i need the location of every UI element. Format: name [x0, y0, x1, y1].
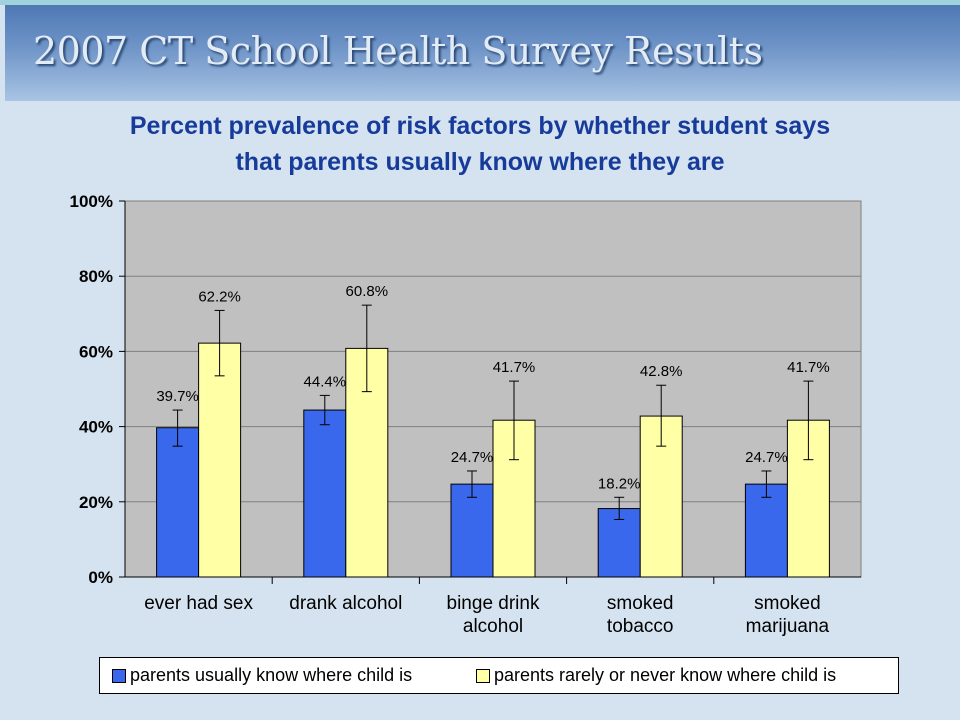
title-band: 2007 CT School Health Survey Results [5, 5, 960, 101]
x-tick-label: binge drink [447, 593, 540, 614]
data-label: 24.7% [745, 449, 788, 466]
legend-label-series-1: parents usually know where child is [130, 665, 413, 685]
y-tick-label: 40% [79, 418, 113, 437]
data-label: 24.7% [451, 449, 494, 466]
data-label: 42.8% [640, 363, 683, 380]
data-label: 60.8% [346, 283, 389, 300]
bar [198, 342, 242, 578]
slide-title: 2007 CT School Health Survey Results [33, 29, 763, 73]
top-accent-line [0, 0, 960, 5]
data-label: 18.2% [598, 475, 641, 492]
bar [450, 483, 494, 578]
bar [303, 409, 347, 578]
y-tick-label: 100% [70, 192, 113, 211]
chart-legend: parents usually know where child is pare… [99, 657, 899, 694]
x-tick-label: marijuana [746, 616, 830, 637]
bar [156, 427, 200, 578]
x-tick-label: tobacco [607, 616, 674, 637]
y-tick-label: 0% [88, 568, 113, 587]
chart-subtitle: Percent prevalence of risk factors by wh… [0, 108, 960, 180]
data-label: 41.7% [787, 359, 830, 376]
y-tick-label: 20% [79, 493, 113, 512]
data-label: 39.7% [156, 388, 199, 405]
x-tick-label: smoked [607, 593, 674, 614]
y-tick-label: 60% [79, 342, 113, 361]
x-tick-label: ever had sex [144, 593, 253, 614]
x-tick-label: smoked [754, 593, 821, 614]
legend-item-series-2: parents rarely or never know where child… [476, 665, 836, 686]
x-tick-label: drank alcohol [289, 593, 402, 614]
legend-swatch-series-2 [476, 668, 490, 683]
legend-swatch-series-1 [112, 668, 126, 683]
bar [744, 483, 788, 578]
legend-label-series-2: parents rarely or never know where child… [494, 665, 837, 685]
y-tick-label: 80% [79, 267, 113, 286]
data-label: 62.2% [198, 288, 241, 305]
data-label: 41.7% [493, 359, 536, 376]
data-label: 44.4% [304, 373, 347, 390]
subtitle-line-2: that parents usually know where they are [235, 148, 725, 176]
bar [597, 508, 641, 578]
legend-item-series-1: parents usually know where child is [112, 665, 412, 686]
x-tick-label: alcohol [463, 616, 523, 637]
subtitle-line-1: Percent prevalence of risk factors by wh… [129, 112, 831, 140]
